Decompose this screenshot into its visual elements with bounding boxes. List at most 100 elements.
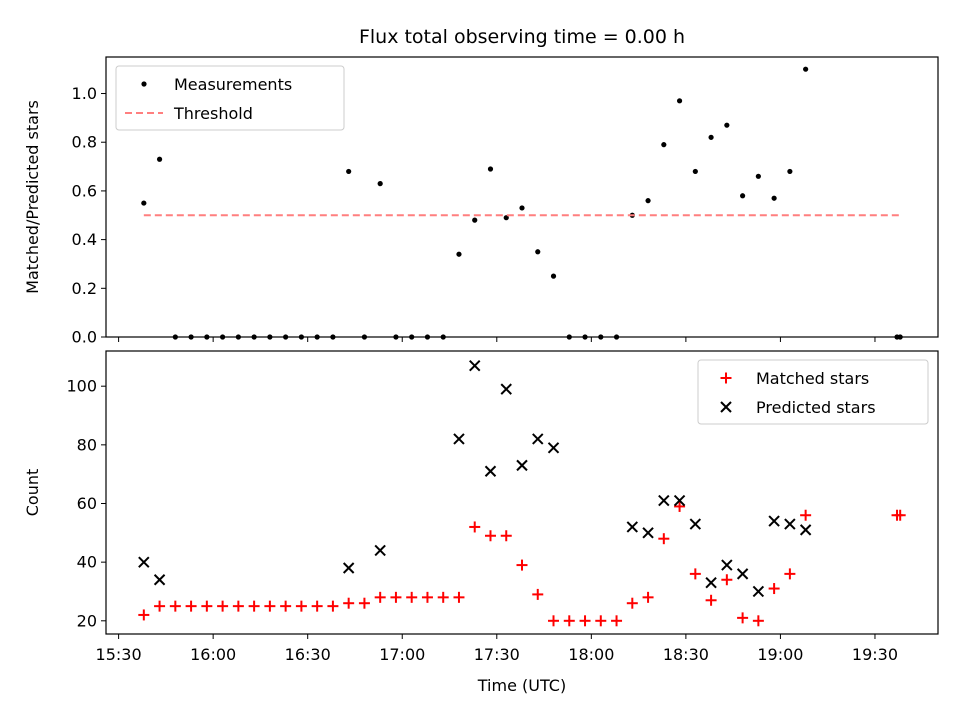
data-point: [595, 615, 607, 627]
data-point: [377, 181, 383, 187]
data-point: [469, 359, 481, 372]
data-point: [658, 533, 670, 545]
bottom-subplot: Count Time (UTC) 20 40 60 80 100 15:30 16:00 16…: [23, 350, 939, 695]
data-point: [787, 168, 793, 175]
data-point: [390, 591, 402, 603]
data-point: [346, 168, 352, 175]
data-point: [705, 576, 717, 589]
data-point: [472, 217, 478, 223]
data-point: [437, 591, 449, 603]
data-point: [803, 66, 809, 72]
data-point: [516, 559, 528, 571]
data-point: [484, 530, 496, 542]
data-point: [736, 568, 749, 580]
data-point: [673, 494, 686, 507]
bottom-axes-frame: [105, 350, 939, 635]
data-point: [484, 465, 497, 477]
data-point: [692, 168, 698, 175]
x-tick-label: 17:00: [379, 645, 425, 664]
data-point: [154, 600, 166, 612]
data-point: [535, 249, 541, 255]
data-point: [138, 556, 150, 568]
y-tick-label: 80: [77, 435, 97, 454]
x-tick-label: 18:00: [568, 645, 614, 664]
data-point: [248, 600, 260, 612]
legend-swatch: [720, 372, 732, 384]
x-tick-label: 18:30: [663, 645, 709, 664]
data-point: [674, 500, 686, 512]
data-point: [153, 574, 166, 586]
data-point: [169, 600, 181, 612]
top-y-axis-label: Matched/Predicted stars: [23, 100, 42, 294]
data-point: [342, 562, 355, 574]
data-point: [406, 591, 418, 603]
legend-label: Threshold: [173, 104, 253, 123]
data-point: [327, 600, 339, 612]
data-point: [487, 166, 494, 172]
data-point: [642, 591, 654, 603]
data-point: [141, 200, 147, 206]
y-tick-label: 0.4: [72, 230, 97, 249]
data-point: [550, 273, 557, 279]
data-point: [626, 597, 638, 609]
data-point: [264, 600, 276, 612]
data-point: [689, 568, 701, 580]
data-point: [689, 518, 702, 530]
data-point: [721, 574, 733, 586]
data-point: [737, 612, 749, 624]
data-point: [784, 518, 796, 530]
data-point: [421, 591, 433, 603]
data-point: [676, 98, 683, 104]
y-tick-label: 1.0: [72, 84, 97, 103]
x-tick-label: 19:30: [852, 645, 898, 664]
data-point: [708, 134, 714, 140]
data-point: [799, 524, 812, 536]
legend-swatch: [720, 401, 732, 413]
bottom-legend: Matched stars Predicted stars: [697, 359, 929, 425]
data-point: [311, 600, 323, 612]
data-point: [579, 615, 591, 627]
y-tick-label: 100: [66, 377, 97, 396]
data-point: [771, 195, 777, 201]
data-point: [784, 568, 796, 580]
top-axes-frame: [105, 56, 939, 338]
data-point: [232, 600, 244, 612]
top-axis-ticks: 0.0 0.2 0.4 0.6 0.8 1.0: [72, 84, 876, 347]
data-point: [645, 198, 651, 204]
data-point: [548, 615, 560, 627]
data-point: [768, 583, 780, 595]
legend-box: [697, 359, 929, 425]
data-point: [800, 509, 812, 521]
y-tick-label: 0.2: [72, 279, 97, 298]
data-point: [894, 509, 906, 521]
y-tick-label: 40: [77, 553, 97, 572]
bottom-y-axis-label: Count: [23, 469, 42, 517]
bottom-x-axis-label: Time (UTC): [477, 676, 566, 695]
data-point: [201, 600, 213, 612]
data-point: [374, 591, 386, 603]
legend-swatch: [141, 81, 147, 87]
data-point: [705, 594, 717, 606]
data-point: [217, 600, 229, 612]
y-tick-label: 0.8: [72, 133, 97, 152]
data-point: [156, 156, 163, 162]
data-point: [500, 530, 512, 542]
data-point: [626, 521, 639, 533]
y-tick-label: 0.6: [72, 181, 97, 200]
x-tick-label: 16:00: [190, 645, 236, 664]
data-point: [500, 383, 512, 395]
data-point: [343, 597, 355, 609]
data-point: [185, 600, 197, 612]
x-tick-label: 15:30: [96, 645, 142, 664]
bottom-axis-ticks: 20 40 60 80 100 15:30 16:00 16:30 17:00 17:30 18:0…: [66, 377, 898, 664]
data-point: [358, 597, 370, 609]
data-point: [724, 122, 730, 128]
data-point: [563, 615, 575, 627]
x-tick-label: 16:30: [285, 645, 331, 664]
data-point: [519, 205, 525, 211]
legend-box: [115, 65, 345, 131]
legend-label: Matched stars: [756, 369, 869, 388]
x-tick-label: 19:00: [757, 645, 803, 664]
data-point: [503, 215, 509, 221]
